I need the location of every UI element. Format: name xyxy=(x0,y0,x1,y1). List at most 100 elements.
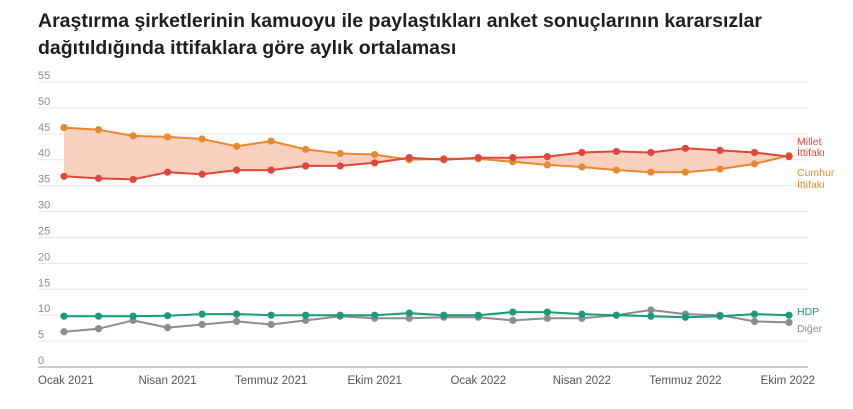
data-point-millet-i-ttifaki xyxy=(405,154,413,162)
data-point-hdp xyxy=(785,311,793,319)
data-point-hdp xyxy=(267,311,275,319)
series-label: İttifakı xyxy=(797,146,825,159)
chart-title-line-1: Araştırma şirketlerinin kamuoyu ile payl… xyxy=(38,10,762,32)
data-point-millet-i-ttifaki xyxy=(198,170,206,178)
data-point-hdp xyxy=(509,308,517,316)
data-point-hdp xyxy=(612,311,620,319)
data-point-millet-i-ttifaki xyxy=(474,154,482,162)
data-point-millet-i-ttifaki xyxy=(302,162,310,170)
x-tick-label: Nisan 2022 xyxy=(553,375,611,387)
series-lines xyxy=(63,126,790,333)
series-label: Cumhur xyxy=(797,167,835,179)
y-tick-label: 5 xyxy=(38,329,44,341)
data-point-hdp xyxy=(716,312,724,320)
data-point-cumhur-i-ttifaki xyxy=(336,149,344,158)
data-point-millet-i-ttifaki xyxy=(267,166,275,174)
x-tick-label: Ocak 2022 xyxy=(450,375,506,387)
data-point-diger xyxy=(647,306,655,314)
data-point-hdp xyxy=(129,312,137,320)
data-point-cumhur-i-ttifaki xyxy=(198,135,206,143)
data-point-diger xyxy=(302,316,310,324)
data-point-hdp xyxy=(371,311,379,319)
data-point-cumhur-i-ttifaki xyxy=(750,160,759,168)
y-tick-label: 15 xyxy=(38,277,50,289)
data-point-hdp xyxy=(578,310,586,318)
data-point-hdp xyxy=(163,312,172,320)
data-point-millet-i-ttifaki xyxy=(94,174,103,182)
data-point-millet-i-ttifaki xyxy=(60,172,68,180)
data-point-cumhur-i-ttifaki xyxy=(302,145,310,153)
data-point-hdp xyxy=(750,310,759,318)
data-point-cumhur-i-ttifaki xyxy=(129,132,137,140)
data-point-hdp xyxy=(336,311,344,319)
y-tick-label: 35 xyxy=(38,174,50,186)
data-point-cumhur-i-ttifaki xyxy=(233,142,241,150)
series-label: HDP xyxy=(797,306,819,318)
x-tick-label: Ocak 2021 xyxy=(38,375,94,387)
chart-title-line-2: dağıtıldığında ittifaklara göre aylık or… xyxy=(38,37,457,59)
y-axis: 0 5 10 15 20 25 30 35 40 45 50 55 xyxy=(38,70,50,367)
data-point-hdp xyxy=(198,310,206,318)
series-line-hdp xyxy=(64,311,790,319)
data-point-cumhur-i-ttifaki xyxy=(543,161,551,169)
data-point-cumhur-i-ttifaki xyxy=(267,137,275,145)
shaded-gap-area xyxy=(64,127,789,180)
data-point-cumhur-i-ttifaki xyxy=(163,133,172,141)
data-point-millet-i-ttifaki xyxy=(716,146,724,154)
y-tick-label: 0 xyxy=(38,355,44,367)
data-point-millet-i-ttifaki xyxy=(163,168,172,176)
data-point-hdp xyxy=(94,312,103,320)
series-label: İttifakı xyxy=(797,178,825,191)
data-point-diger xyxy=(543,314,551,322)
data-point-diger xyxy=(267,320,275,329)
data-point-millet-i-ttifaki xyxy=(129,175,137,184)
series-label: Diğer xyxy=(797,323,823,335)
data-point-millet-i-ttifaki xyxy=(336,162,344,170)
data-point-hdp xyxy=(233,310,241,318)
data-point-millet-i-ttifaki xyxy=(543,153,551,161)
data-point-cumhur-i-ttifaki xyxy=(578,163,586,171)
data-point-diger xyxy=(60,328,68,336)
data-point-diger xyxy=(405,314,413,322)
series-points xyxy=(60,124,793,336)
data-point-millet-i-ttifaki xyxy=(681,144,690,152)
data-point-hdp xyxy=(405,309,413,317)
data-point-millet-i-ttifaki xyxy=(785,153,793,161)
data-point-hdp xyxy=(60,312,68,320)
y-tick-label: 10 xyxy=(38,303,50,315)
data-point-cumhur-i-ttifaki xyxy=(647,168,655,176)
data-point-cumhur-i-ttifaki xyxy=(60,124,68,132)
y-tick-label: 40 xyxy=(38,148,50,160)
data-point-millet-i-ttifaki xyxy=(371,159,379,167)
data-point-diger xyxy=(785,318,793,327)
data-point-diger xyxy=(94,325,103,333)
data-point-diger xyxy=(163,324,172,332)
data-point-millet-i-ttifaki xyxy=(750,148,759,157)
y-tick-label: 20 xyxy=(38,251,50,263)
x-tick-label: Ekim 2021 xyxy=(348,375,402,387)
x-tick-label: Temmuz 2021 xyxy=(235,375,307,387)
data-point-diger xyxy=(233,317,241,325)
data-point-hdp xyxy=(681,313,690,321)
data-point-diger xyxy=(509,316,517,324)
data-point-hdp xyxy=(440,311,448,319)
series-line-diger xyxy=(63,309,790,333)
data-point-millet-i-ttifaki xyxy=(440,156,448,164)
data-point-millet-i-ttifaki xyxy=(578,148,586,157)
y-tick-label: 30 xyxy=(38,200,50,212)
data-point-cumhur-i-ttifaki xyxy=(612,166,620,174)
series-line-millet-i-ttifaki xyxy=(63,147,790,181)
data-point-millet-i-ttifaki xyxy=(509,154,517,162)
y-tick-label: 55 xyxy=(38,70,50,82)
series-label: Millet xyxy=(797,136,822,148)
data-point-diger xyxy=(198,320,206,329)
data-point-millet-i-ttifaki xyxy=(647,148,655,157)
data-point-cumhur-i-ttifaki xyxy=(716,165,724,173)
data-point-hdp xyxy=(647,312,655,320)
x-tick-label: Temmuz 2022 xyxy=(649,375,721,387)
gap-area xyxy=(64,127,789,180)
y-tick-label: 50 xyxy=(38,96,50,108)
data-point-millet-i-ttifaki xyxy=(612,147,620,156)
x-tick-label: Ekim 2022 xyxy=(761,375,815,387)
